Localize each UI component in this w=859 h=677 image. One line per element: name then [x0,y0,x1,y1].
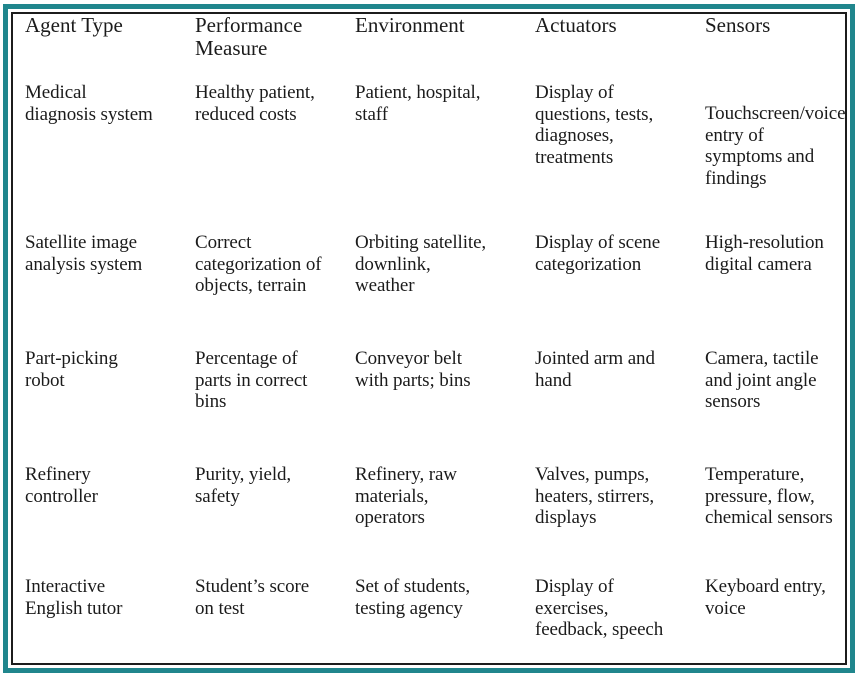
table-cell: Valves, pumps, heaters, stirrers, displa… [535,464,655,529]
table-cell: Medical diagnosis system [25,82,153,125]
table-border: Agent Type Performance Measure Environme… [11,12,847,665]
header-cell-environment: Environment [355,13,465,37]
table-cell: Display of exercises, feedback, speech [535,576,664,641]
header-cell-performance-measure: Performance Measure [195,13,303,60]
table-cell: Display of questions, tests, diagnoses, … [535,82,654,168]
table-cell: Refinery, raw materials, operators [355,464,457,529]
table-cell: Orbiting satellite, downlink, weather [355,232,487,297]
table-cell: Jointed arm and hand [535,348,655,391]
header-cell-agent-type: Agent Type [25,13,123,37]
header-cell-actuators: Actuators [535,13,617,37]
table-cell: Camera, tactile and joint angle sensors [705,348,819,413]
table-cell: Part-picking robot [25,348,118,391]
table-cell: Refinery controller [25,464,98,507]
table-cell: Temperature, pressure, flow, chemical se… [705,464,833,529]
table-cell: Patient, hospital, staff [355,82,481,125]
table-cell: Healthy patient, reduced costs [195,82,315,125]
table-cell: Purity, yield, safety [195,464,292,507]
table-cell: Percentage of parts in correct bins [195,348,308,413]
teal-frame: Agent Type Performance Measure Environme… [3,4,855,673]
table-cell: Conveyor belt with parts; bins [355,348,471,391]
table-cell: Satellite image analysis system [25,232,143,275]
table-cell: Touchscreen/voice entry of symptoms and … [705,103,846,189]
table-cell: High-resolution digital camera [705,232,824,275]
table-cell: Display of scene categorization [535,232,661,275]
table-cell: Interactive English tutor [25,576,123,619]
table-cell: Student’s score on test [195,576,310,619]
table-cell: Set of students, testing agency [355,576,471,619]
table-cell: Correct categorization of objects, terra… [195,232,322,297]
peas-table: Agent Type Performance Measure Environme… [13,13,846,663]
table-cell: Keyboard entry, voice [705,576,826,619]
header-cell-sensors: Sensors [705,13,771,37]
